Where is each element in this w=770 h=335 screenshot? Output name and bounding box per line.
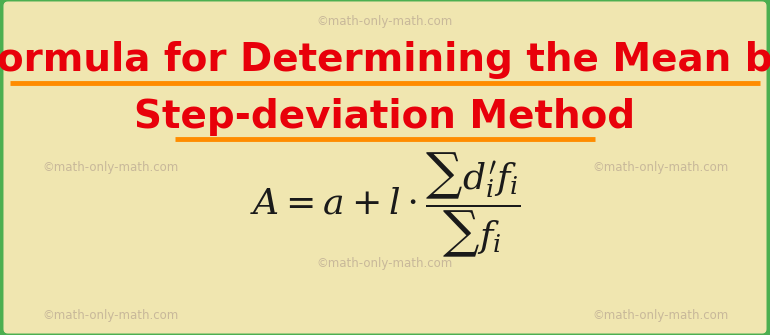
Text: Formula for Determining the Mean by: Formula for Determining the Mean by <box>0 41 770 79</box>
Text: ©math-only-math.com: ©math-only-math.com <box>592 160 728 174</box>
Text: ©math-only-math.com: ©math-only-math.com <box>317 15 453 28</box>
Text: ©math-only-math.com: ©math-only-math.com <box>42 309 178 322</box>
Text: ©math-only-math.com: ©math-only-math.com <box>592 309 728 322</box>
Text: ©math-only-math.com: ©math-only-math.com <box>317 257 453 269</box>
Text: ©math-only-math.com: ©math-only-math.com <box>42 160 178 174</box>
Text: Step-deviation Method: Step-deviation Method <box>135 98 635 136</box>
Text: $A = a + l \cdot \dfrac{\sum d_i' f_i}{\sum f_i}$: $A = a + l \cdot \dfrac{\sum d_i' f_i}{\… <box>249 151 521 259</box>
